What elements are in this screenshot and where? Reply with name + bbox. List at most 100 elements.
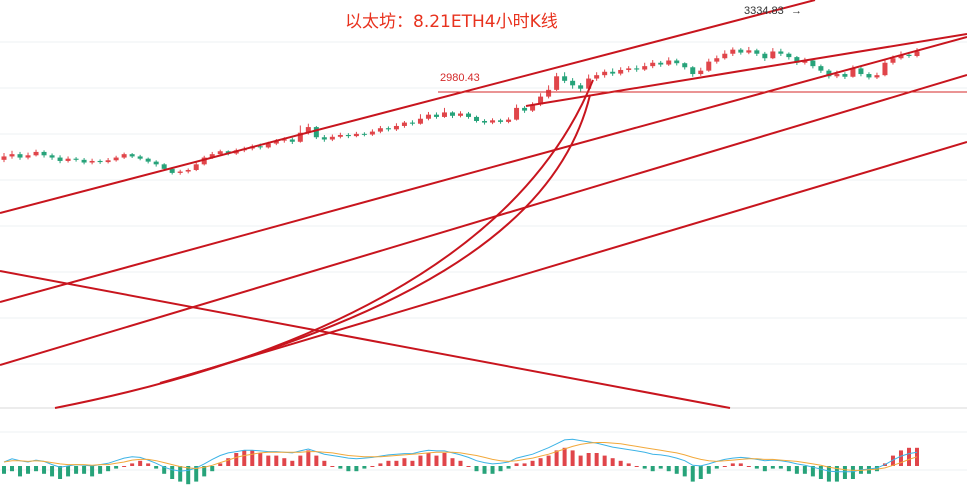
candle-body (562, 76, 568, 81)
candle-body (466, 113, 472, 117)
candle-body (498, 120, 504, 122)
candle-body (826, 70, 832, 77)
candle-body (41, 151, 47, 156)
candle-body (554, 76, 560, 90)
candle-body (666, 60, 672, 65)
candle (401, 120, 407, 128)
candle-body (738, 49, 744, 53)
candle (193, 162, 199, 172)
outer-curve (54, 79, 594, 409)
candle-body (538, 96, 544, 105)
macd-bar (570, 450, 575, 466)
macd-bar (674, 466, 679, 474)
candle (393, 123, 399, 131)
candle (594, 72, 600, 81)
macd-indicator (2, 438, 919, 485)
candle-body (113, 157, 119, 161)
candle-body (321, 137, 327, 140)
macd-bar (74, 466, 79, 474)
candle (794, 55, 800, 66)
macd-bar (58, 466, 63, 479)
macd-bar (850, 466, 855, 479)
macd-bar (170, 466, 175, 479)
macd-bar (642, 466, 647, 469)
macd-bar (842, 466, 847, 479)
candle-body (714, 58, 720, 62)
candle-body (441, 112, 447, 117)
candle (17, 151, 23, 160)
candle (666, 57, 672, 66)
macd-bar (802, 466, 807, 474)
macd-bar (498, 466, 503, 472)
candle-body (914, 51, 920, 56)
candle-body (754, 50, 760, 54)
candle (698, 67, 704, 76)
candle (57, 155, 63, 164)
candle (65, 156, 71, 163)
macd-bar (370, 466, 375, 467)
candle-body (858, 68, 864, 75)
macd-bar (610, 458, 615, 466)
candle (586, 74, 592, 90)
candle-body (65, 158, 71, 161)
candle-body (618, 69, 624, 74)
candle (425, 111, 431, 121)
candle-body (297, 132, 303, 142)
macd-bar (506, 466, 511, 469)
candle-body (514, 107, 520, 120)
candle-body (337, 134, 343, 137)
macd-bar (906, 447, 911, 466)
candle (377, 125, 383, 134)
candle-body (762, 53, 768, 59)
candle-body (153, 161, 159, 165)
candle-body (658, 62, 664, 65)
candle (530, 102, 536, 112)
candle-body (257, 146, 263, 148)
candle (105, 158, 111, 164)
candle-body (890, 58, 896, 63)
macd-bar (522, 463, 527, 466)
macd-bar (330, 466, 335, 467)
candle-body (602, 71, 608, 76)
candle (441, 107, 447, 118)
macd-bar (162, 466, 167, 474)
macd-bar (426, 453, 431, 466)
candle-body (586, 78, 592, 89)
candle-body (409, 122, 415, 124)
macd-bar (306, 450, 311, 466)
candle (658, 60, 664, 67)
candle (514, 104, 520, 121)
candle (578, 83, 584, 93)
macd-bar (90, 466, 95, 477)
macd-bar (634, 466, 639, 467)
macd-bar (682, 466, 687, 477)
macd-bar (762, 466, 767, 472)
macd-bar (818, 466, 823, 479)
macd-bar (338, 466, 343, 469)
candle-body (17, 154, 23, 158)
candle (570, 78, 576, 89)
candle-body (49, 155, 55, 158)
candle-body (770, 51, 776, 59)
candle (642, 62, 648, 71)
macd-bar (82, 466, 87, 474)
grid (0, 41, 967, 471)
macd-bar (458, 460, 463, 466)
candle-body (698, 70, 704, 75)
candle-body (578, 85, 584, 89)
candle (321, 134, 327, 142)
macd-bar (290, 460, 295, 466)
candle-body (137, 156, 143, 159)
candle-body (546, 89, 552, 97)
candle (738, 48, 744, 55)
candle (858, 66, 864, 77)
descending-line (0, 270, 731, 409)
candle-body (185, 169, 191, 172)
candle (177, 169, 183, 175)
macd-bar (226, 458, 231, 466)
candle (650, 60, 656, 69)
candle-body (281, 139, 287, 141)
candle-body (169, 168, 175, 173)
candle-body (722, 53, 728, 59)
candle (506, 117, 512, 124)
